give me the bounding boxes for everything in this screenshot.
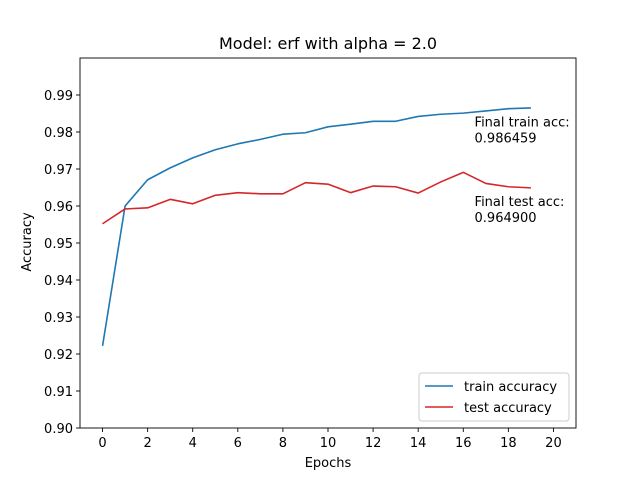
x-tick-label: 0: [98, 436, 106, 451]
x-tick-label: 20: [545, 436, 562, 451]
annotation-label: Final train acc:: [475, 115, 570, 130]
series-line-train-accuracy: [101, 107, 531, 346]
chart-title: Model: erf with alpha = 2.0: [219, 34, 437, 53]
y-tick-label: 0.95: [44, 237, 73, 252]
series-line-test-accuracy: [102, 171, 531, 225]
legend: train accuracy test accuracy: [418, 372, 570, 422]
legend-box: [418, 372, 570, 422]
y-tick-label: 0.97: [44, 163, 73, 178]
y-tick-label: 0.90: [44, 422, 73, 437]
y-axis-title: Accuracy: [20, 212, 35, 272]
y-tick-label: 0.93: [44, 311, 73, 326]
x-tick-label: 16: [455, 436, 472, 451]
y-tick-label: 0.99: [44, 89, 73, 104]
x-axis: 0 2 4 6 8 10 12 14 16 18 20: [98, 428, 562, 451]
annotation-label: Final test acc:: [475, 195, 565, 210]
series-layer: [101, 107, 531, 346]
x-tick-label: 10: [320, 436, 337, 451]
x-axis-title: Epochs: [305, 456, 352, 471]
x-tick-label: 8: [279, 436, 287, 451]
x-tick-label: 12: [365, 436, 382, 451]
legend-label: train accuracy: [464, 380, 557, 395]
annotation-layer: Final train acc:0.986459 Final test acc:0…: [475, 115, 570, 226]
y-tick-label: 0.91: [44, 385, 73, 400]
y-tick-label: 0.96: [44, 200, 73, 215]
y-tick-label: 0.92: [44, 348, 73, 363]
y-axis: 0.90 0.91 0.92 0.93 0.94 0.95 0.96 0.97 0.98 0.99: [44, 89, 80, 437]
x-tick-label: 2: [143, 436, 151, 451]
x-tick-label: 6: [234, 436, 242, 451]
x-tick-label: 4: [189, 436, 197, 451]
x-tick-label: 14: [410, 436, 427, 451]
annotation-value: 0.986459: [475, 131, 537, 146]
y-tick-label: 0.94: [44, 274, 73, 289]
legend-label: test accuracy: [464, 401, 552, 416]
y-tick-label: 0.98: [44, 126, 73, 141]
x-tick-label: 18: [500, 436, 517, 451]
annotation-value: 0.964900: [475, 211, 537, 226]
